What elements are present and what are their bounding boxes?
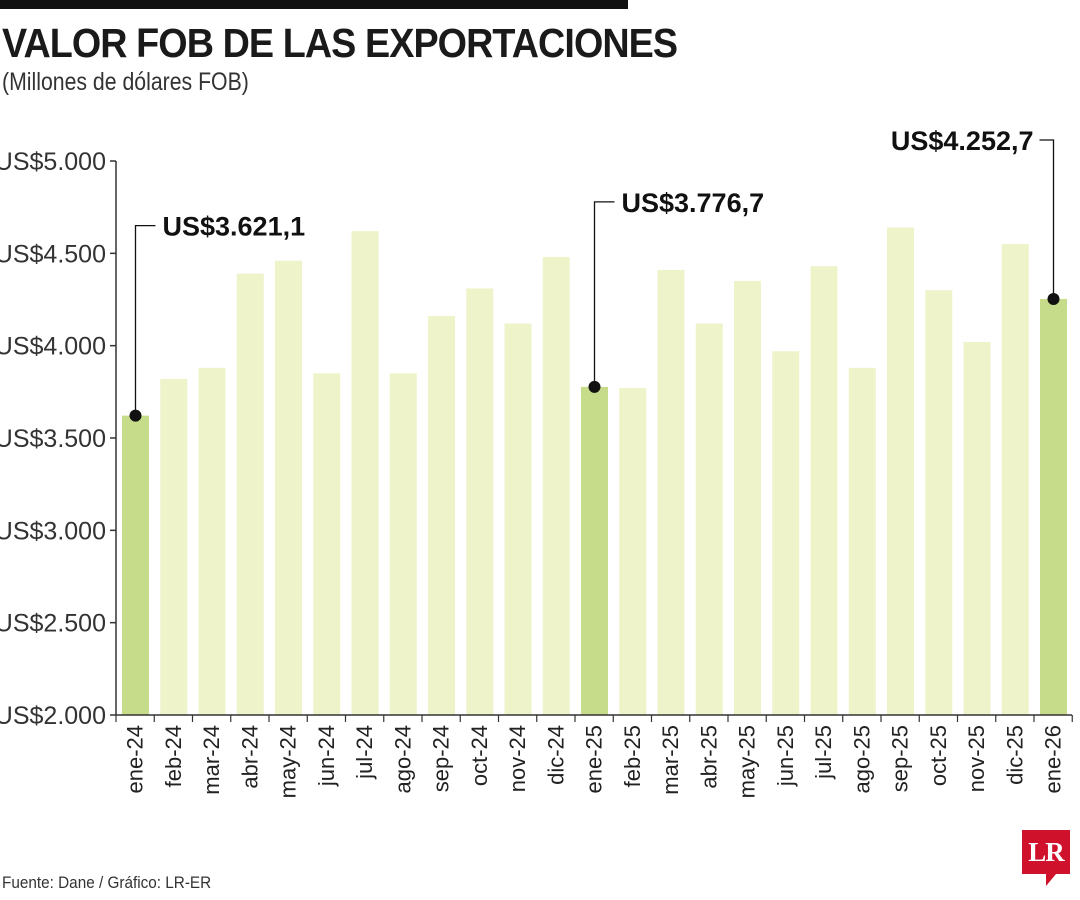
bar-feb-24 [160, 378, 188, 715]
bar-sep-24 [428, 316, 455, 715]
annotation-dot-ene-26 [1047, 293, 1060, 306]
x-tick-label-dic-24: dic-24 [543, 725, 568, 785]
bar-sep-25 [887, 227, 914, 716]
y-tick-label: US$3.000 [0, 517, 106, 545]
bar-mar-25 [657, 269, 685, 715]
chart-subtitle: (Millones de dólares FOB) [2, 68, 249, 96]
bar-ago-24 [389, 373, 417, 715]
annotation-dot-ene-25 [588, 380, 601, 393]
bar-dic-25 [1001, 244, 1029, 715]
bar-abr-24 [236, 273, 264, 715]
bar-nov-24 [504, 323, 532, 715]
bar-chart: US$5.000 US$4.500 US$4.000 US$3.500 US$3.000… [0, 126, 1073, 798]
annotation-leader-ene-25 [593, 201, 615, 387]
annotation-label-ene-26: US$4.252,7 [891, 126, 1034, 156]
x-tick-label-sep-25: sep-25 [888, 725, 913, 792]
x-tick-label-oct-24: oct-24 [467, 725, 492, 786]
annotation-dot-ene-24 [129, 409, 142, 422]
x-tick-label-dic-25: dic-25 [1002, 725, 1027, 785]
x-tick-label-abr-24: abr-24 [237, 725, 262, 789]
bar-ene-24 [122, 415, 149, 715]
x-tick-label-mar-25: mar-25 [658, 725, 683, 795]
top-rule [0, 0, 628, 9]
y-tick-label: US$2.000 [0, 702, 106, 730]
x-tick-label-nov-24: nov-24 [505, 725, 530, 792]
x-tick-label-jul-25: jul-25 [811, 725, 836, 780]
x-tick-label-jun-25: jun-25 [773, 725, 798, 787]
x-tick-label-abr-25: abr-25 [696, 725, 721, 789]
annotation-leader-ene-26 [1039, 139, 1055, 300]
bar-oct-24 [466, 288, 494, 715]
axes-group: US$5.000 US$4.500 US$4.000 US$3.500 US$3.000… [0, 148, 1073, 798]
bar-abr-25 [695, 323, 723, 715]
source-note: Fuente: Dane / Gráfico: LR-ER [2, 873, 212, 892]
y-tick-label: US$4.500 [0, 240, 106, 268]
y-tick-label: US$5.000 [0, 148, 106, 176]
x-tick-label-may-24: may-24 [276, 725, 301, 798]
bar-oct-25 [925, 290, 953, 715]
bars-group [122, 227, 1067, 716]
x-tick-label-ene-25: ene-25 [582, 725, 607, 794]
lr-logo-tail [1046, 874, 1056, 886]
x-tick-label-mar-24: mar-24 [199, 725, 224, 795]
bar-jun-25 [772, 351, 800, 715]
annotation-leader-ene-24 [134, 224, 156, 416]
bar-feb-25 [619, 388, 647, 715]
x-tick-label-may-25: may-25 [735, 725, 760, 798]
y-tick-label: US$2.500 [0, 610, 106, 638]
x-tick-label-feb-24: feb-24 [161, 725, 186, 787]
y-tick-label: US$3.500 [0, 425, 106, 453]
bar-nov-25 [963, 341, 991, 715]
x-tick-label-feb-25: feb-25 [620, 725, 645, 787]
chart-title: VALOR FOB DE LAS EXPORTACIONES [2, 20, 678, 66]
annotations-group: US$3.621,1 US$3.776,7 US$4.252,7 [129, 126, 1060, 422]
bar-jul-24 [351, 231, 379, 715]
bar-ene-26 [1040, 299, 1067, 715]
annotation-label-ene-24: US$3.621,1 [163, 212, 306, 242]
y-tick-label: US$4.000 [0, 333, 106, 361]
annotation-label-ene-25: US$3.776,7 [622, 188, 765, 218]
x-tick-label-sep-24: sep-24 [429, 725, 454, 792]
bar-ago-25 [848, 367, 876, 715]
lr-logo: LR [1022, 830, 1070, 874]
bar-mar-24 [198, 367, 226, 715]
bar-jun-24 [313, 373, 341, 715]
x-tick-label-ago-25: ago-25 [849, 725, 874, 794]
x-tick-label-jul-24: jul-24 [352, 725, 377, 780]
x-tick-label-jun-24: jun-24 [314, 725, 339, 787]
x-tick-label-nov-25: nov-25 [964, 725, 989, 792]
x-tick-label-ago-24: ago-24 [390, 725, 415, 794]
bar-ene-25 [581, 386, 608, 715]
bar-may-25 [734, 281, 761, 715]
bar-dic-24 [542, 257, 570, 715]
x-tick-label-ene-24: ene-24 [123, 725, 148, 794]
x-tick-label-ene-26: ene-26 [1041, 725, 1066, 794]
bar-may-24 [275, 260, 302, 715]
x-tick-label-oct-25: oct-25 [926, 725, 951, 786]
bar-jul-25 [810, 266, 838, 715]
